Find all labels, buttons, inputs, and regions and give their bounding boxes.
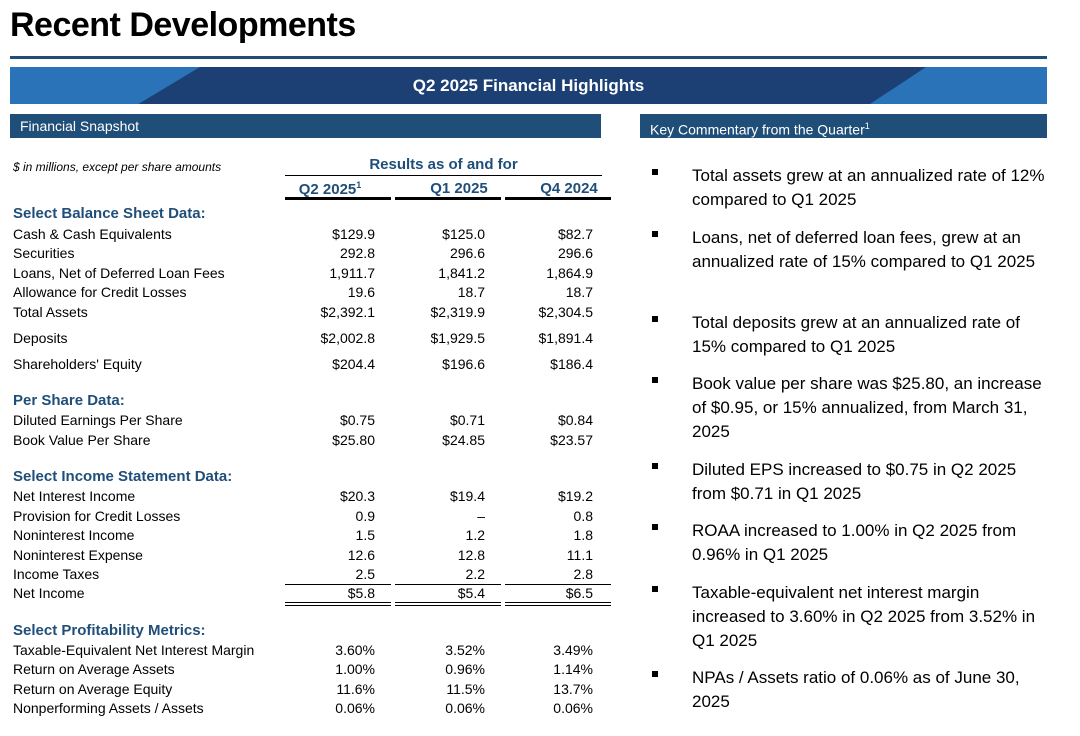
table-row: Net Income $5.8 $5.4 $6.5 xyxy=(13,585,593,601)
page-title: Recent Developments xyxy=(10,6,356,44)
results-header-rule xyxy=(285,175,602,176)
total-double-rule xyxy=(395,602,501,606)
bullet-icon xyxy=(652,524,658,530)
bullet-icon xyxy=(652,377,658,383)
bullet-icon xyxy=(652,463,658,469)
column-header-q4-2024: Q4 2024 xyxy=(540,180,598,197)
table-row: Deposits $2,002.8 $1,929.5 $1,891.4 xyxy=(13,330,593,346)
financial-snapshot-title: Financial Snapshot xyxy=(20,118,140,134)
table-row: Securities 292.8 296.6 296.6 xyxy=(13,245,593,261)
table-row: Provision for Credit Losses 0.9–0.8 xyxy=(13,508,593,524)
table-row: Return on Average Assets 1.00% 0.96% 1.14% xyxy=(13,661,593,677)
key-commentary-header: Key Commentary from the Quarter1 xyxy=(640,114,1047,138)
subtotal-rule xyxy=(395,584,501,585)
column-header-rule xyxy=(505,197,611,200)
section-title-profitability: Select Profitability Metrics: xyxy=(13,622,206,639)
bullet-icon xyxy=(652,586,658,592)
total-double-rule xyxy=(285,602,391,606)
column-header-rule xyxy=(285,197,391,200)
table-row: Noninterest Income 1.5 1.2 1.8 xyxy=(13,527,593,543)
total-double-rule xyxy=(505,602,611,606)
column-header-q2-2025: Q2 20251 xyxy=(298,180,362,198)
results-header: Results as of and for xyxy=(369,156,518,173)
subtotal-rule xyxy=(505,584,611,585)
table-row: Net Interest Income $20.3 $19.4 $19.2 xyxy=(13,488,593,504)
table-row: Return on Average Equity 11.6% 11.5% 13.7% xyxy=(13,681,593,697)
table-row: Total Assets $2,392.1 $2,319.9 $2,304.5 xyxy=(13,304,593,320)
table-row: Taxable-Equivalent Net Interest Margin 3.… xyxy=(13,642,593,658)
table-row: Income Taxes 2.5 2.2 2.8 xyxy=(13,566,593,582)
bullet-icon xyxy=(652,231,658,237)
highlights-banner: Q2 2025 Financial Highlights xyxy=(10,67,1047,104)
bullet-icon xyxy=(652,316,658,322)
table-row: Cash & Cash Equivalents $129.9 $125.0 $82.7 xyxy=(13,226,593,242)
commentary-footnote: 1 xyxy=(864,121,870,131)
bullet-icon xyxy=(652,169,658,175)
bullet-icon xyxy=(652,671,658,677)
section-title-per-share: Per Share Data: xyxy=(13,392,125,409)
column-header-q1-2025: Q1 2025 xyxy=(430,180,488,197)
table-row: Loans, Net of Deferred Loan Fees 1,911.7 1… xyxy=(13,265,593,281)
table-row: Noninterest Expense 12.6 12.8 11.1 xyxy=(13,547,593,563)
column-header-rule xyxy=(395,197,501,200)
key-commentary-title: Key Commentary from the Quarter xyxy=(650,121,865,138)
section-title-income-statement: Select Income Statement Data: xyxy=(13,468,233,485)
table-row: Nonperforming Assets / Assets 0.06% 0.06% 0… xyxy=(13,700,593,716)
table-row: Allowance for Credit Losses 19.6 18.7 18.7 xyxy=(13,284,593,300)
section-title-balance-sheet: Select Balance Sheet Data: xyxy=(13,205,206,222)
subtotal-rule xyxy=(285,584,391,585)
table-row: Book Value Per Share $25.80 $24.85 $23.57 xyxy=(13,432,593,448)
banner-title: Q2 2025 Financial Highlights xyxy=(412,76,645,95)
table-row: Shareholders' Equity $204.4 $196.6 $186.4 xyxy=(13,356,593,372)
financial-snapshot-header: Financial Snapshot xyxy=(10,114,601,138)
title-divider xyxy=(10,56,1047,59)
units-note: $ in millions, except per share amounts xyxy=(13,160,222,174)
table-row: Diluted Earnings Per Share $0.75 $0.71 $0.8… xyxy=(13,412,593,428)
